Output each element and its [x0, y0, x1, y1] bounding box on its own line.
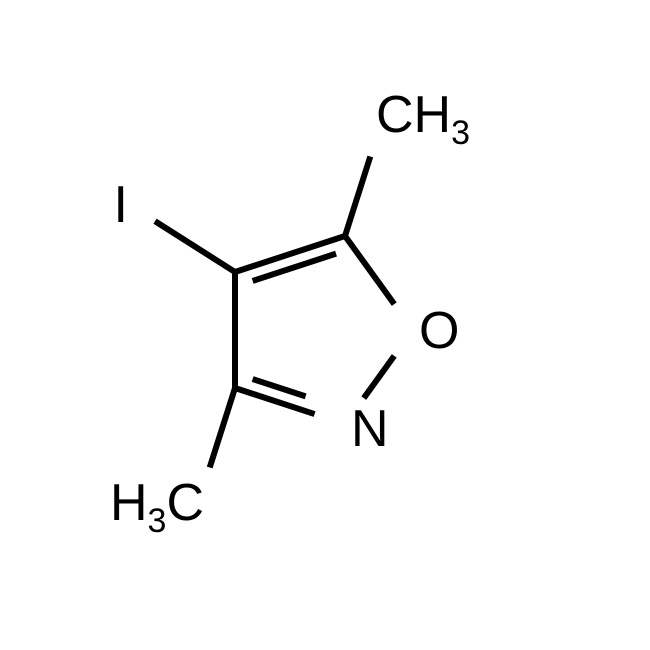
molecule-diagram: I ON CH3 H3C	[0, 0, 650, 650]
bond-C4-C5-inner	[253, 254, 336, 281]
bond-C3-Me3	[210, 388, 235, 468]
atom-label-Me3: H3C	[110, 474, 204, 540]
bond-C5-O1	[345, 236, 394, 304]
atom-label-I: I	[114, 176, 128, 234]
atom-label-Me5: CH3	[376, 86, 470, 152]
bond-O1-N2	[364, 356, 394, 398]
bond-C5-Me5	[345, 156, 370, 236]
atom-label-N2: N	[351, 400, 389, 458]
bond-N2-C3	[235, 388, 315, 414]
bond-C4-I	[155, 221, 235, 272]
atom-label-O1: O	[419, 302, 459, 360]
